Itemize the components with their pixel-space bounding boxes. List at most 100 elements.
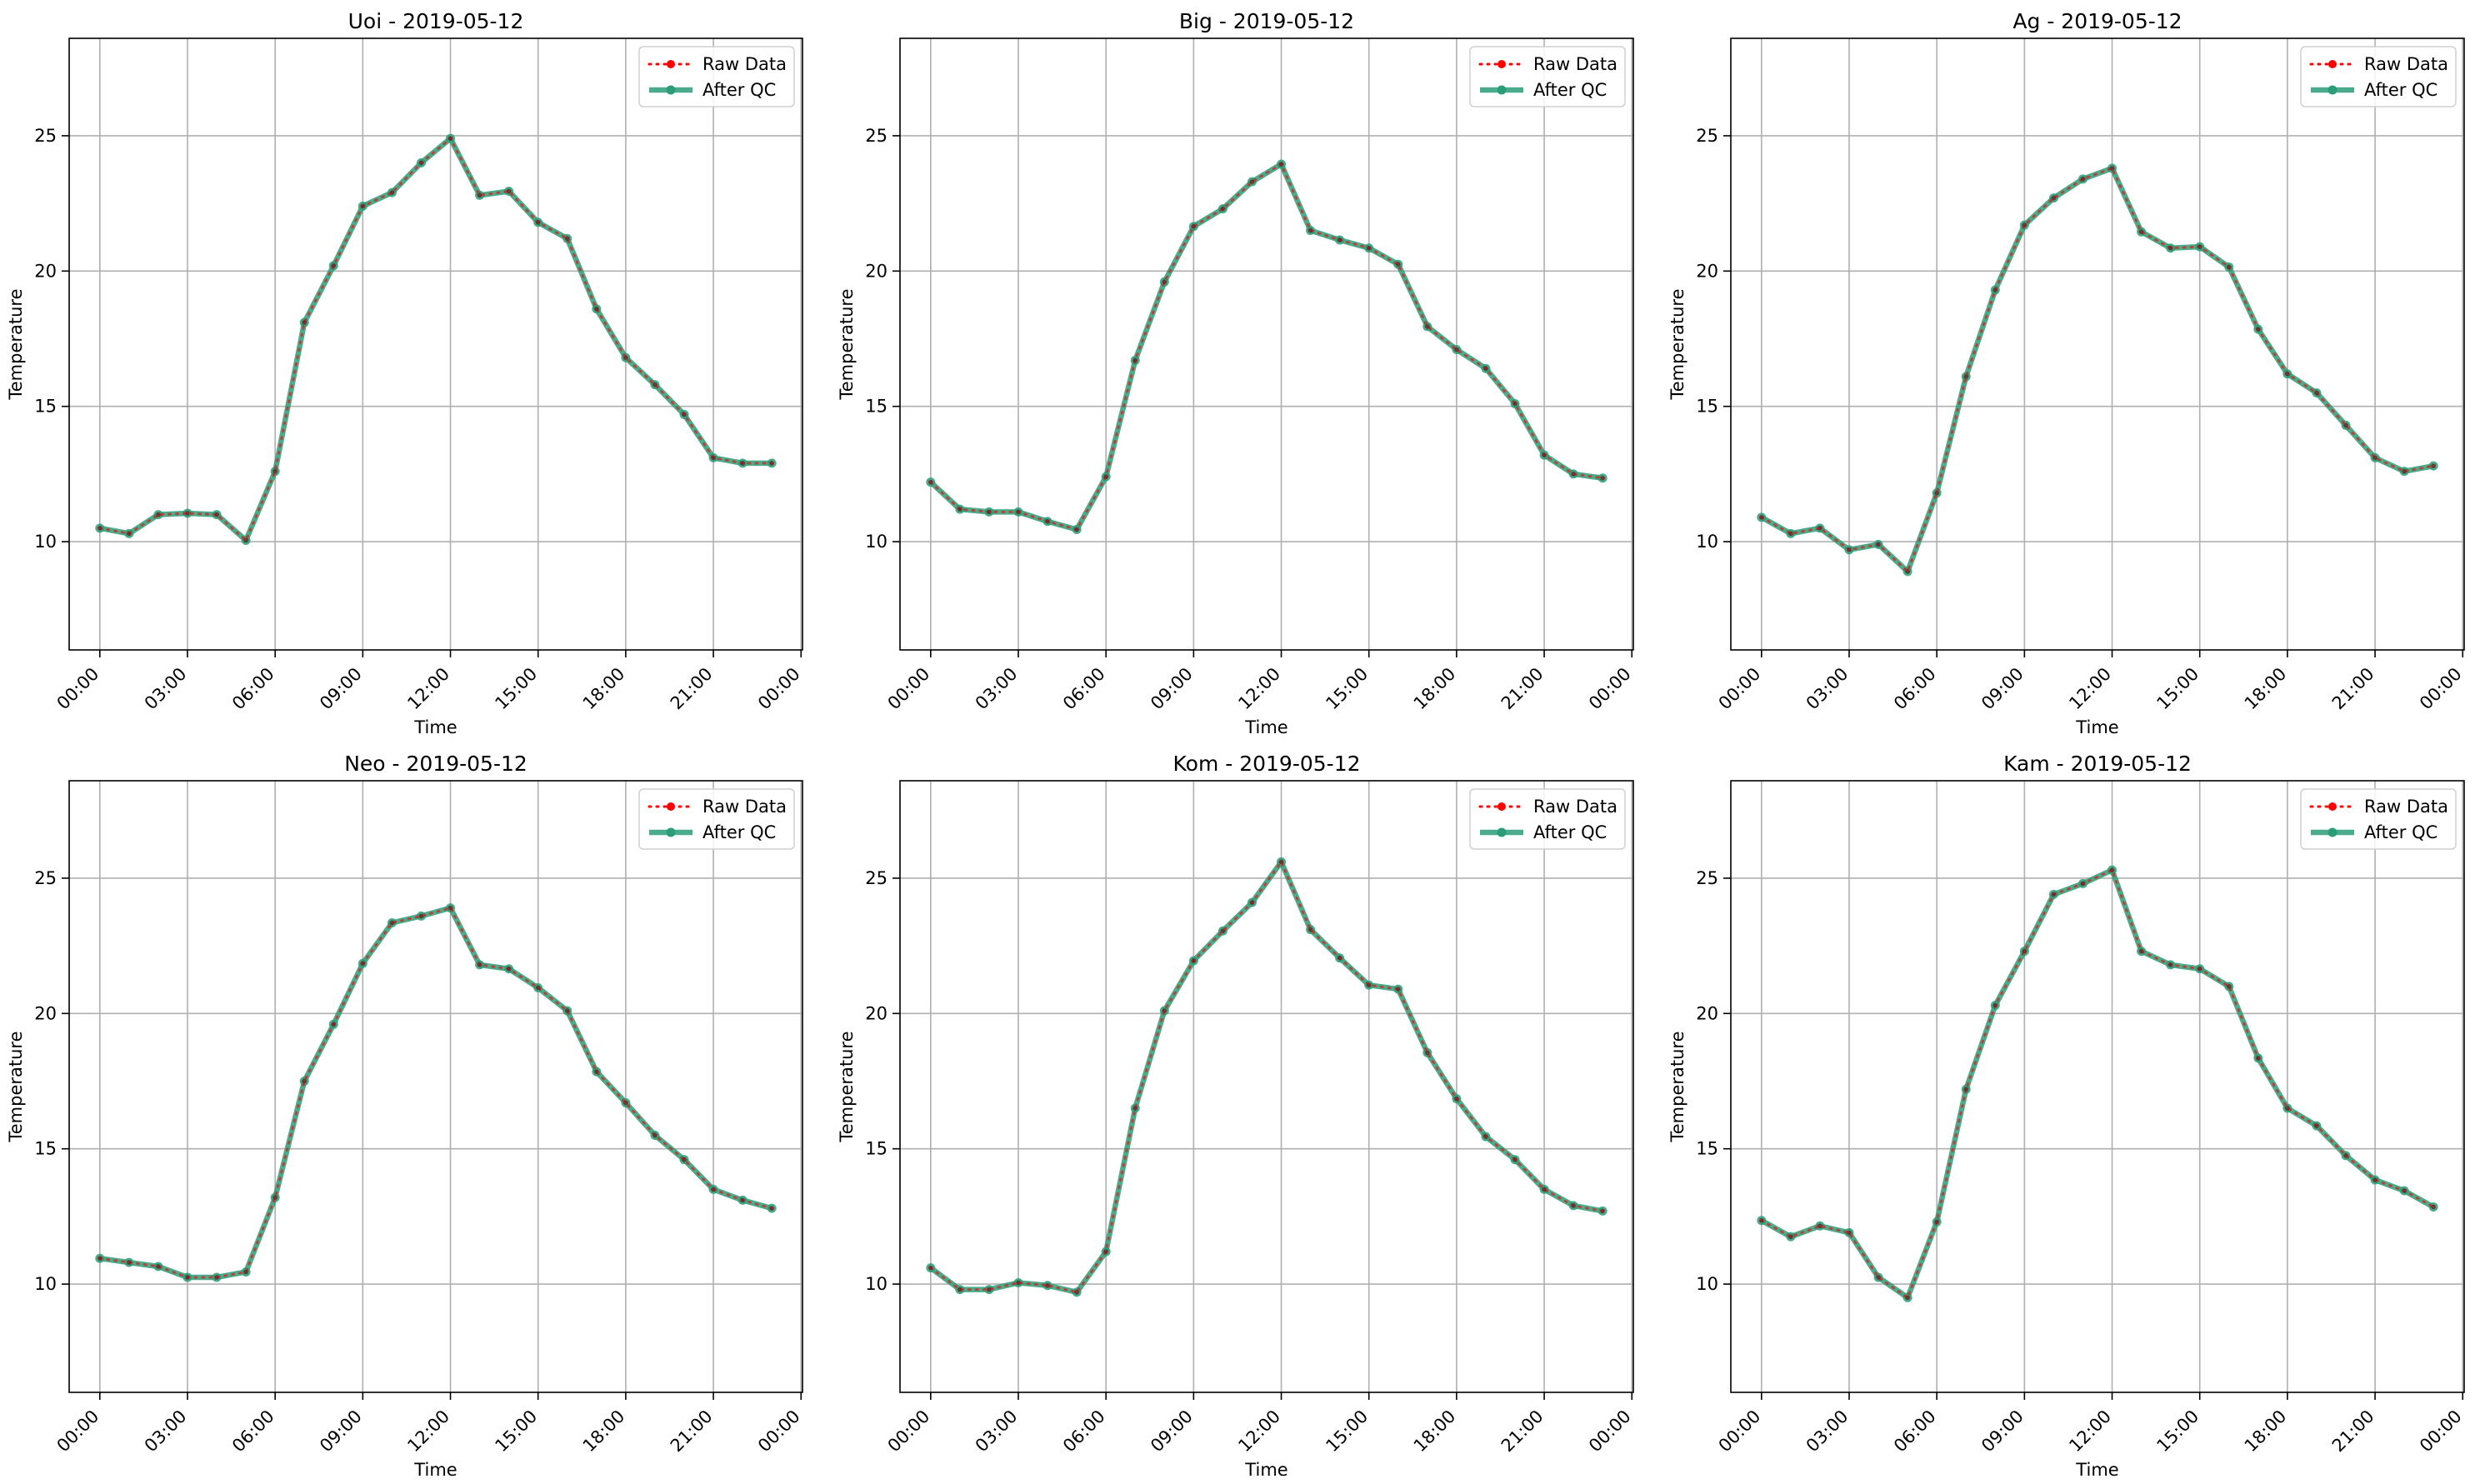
raw-data-point (2051, 195, 2057, 201)
x-tick-label: 00:00 (53, 664, 103, 714)
x-tick-label: 15:00 (491, 664, 541, 714)
raw-data-point (1788, 531, 1793, 537)
raw-data-point (1132, 1106, 1138, 1111)
raw-data-point (127, 531, 132, 537)
raw-data-point (2285, 371, 2290, 377)
legend-label-raw-data: Raw Data (702, 54, 787, 74)
raw-data-point (652, 382, 658, 387)
subplot-4: 00:00 03:00 06:00 09:00 12:00 15:00 18:00 21:00… (6, 752, 804, 1480)
raw-data-point (243, 537, 248, 543)
y-tick-label: 25 (34, 126, 57, 146)
x-tick-label: 09:00 (1978, 664, 2028, 714)
x-tick-label: 15:00 (491, 1407, 541, 1457)
x-tick-label: 00:00 (884, 1407, 934, 1457)
raw-data-point (1818, 1223, 1822, 1229)
x-tick-label: 06:00 (228, 1407, 278, 1457)
y-tick-label: 15 (1696, 397, 1718, 417)
raw-data-point (98, 1256, 102, 1262)
raw-data-point (1512, 1157, 1518, 1162)
raw-data-point (1103, 1249, 1108, 1254)
raw-data-point (1074, 1290, 1079, 1295)
raw-data-point (302, 1078, 308, 1084)
x-tick-label: 15:00 (2152, 664, 2202, 714)
subplot-3: 00:00 03:00 06:00 09:00 12:00 15:00 18:00 21:00… (1668, 9, 2466, 737)
x-tick-label: 06:00 (228, 664, 278, 714)
raw-data-point (272, 468, 278, 474)
legend: Raw Data After QC (2300, 788, 2457, 850)
series-line-raw-data (1760, 868, 2435, 1300)
x-tick-label: 15:00 (2152, 1407, 2202, 1457)
legend-marker-after-qc (2328, 827, 2338, 837)
legend: Raw Data After QC (1469, 46, 1626, 107)
raw-data-point (506, 188, 512, 194)
raw-data-point (1876, 542, 1881, 547)
subplot-title: Uoi - 2019-05-12 (348, 9, 524, 33)
x-tick-label: 09:00 (1147, 664, 1197, 714)
raw-data-point (740, 1197, 745, 1203)
raw-data-point (1308, 227, 1313, 233)
subplot-5: 00:00 03:00 06:00 09:00 12:00 15:00 18:00 21:00… (837, 752, 1635, 1480)
y-axis-label: Temperature (1668, 1031, 1688, 1142)
raw-data-point (1308, 927, 1313, 932)
legend: Raw Data After QC (638, 788, 795, 850)
y-tick-label: 15 (1696, 1139, 1718, 1159)
x-tick-label: 15:00 (1322, 1407, 1372, 1457)
x-tick-label: 18:00 (579, 1407, 629, 1457)
raw-data-point (1571, 472, 1576, 477)
raw-data-point (987, 509, 992, 515)
raw-data-point (418, 913, 424, 919)
raw-data-point (594, 306, 599, 312)
legend-marker-raw-data (2328, 802, 2337, 811)
x-tick-label: 12:00 (403, 664, 453, 714)
raw-data-point (535, 985, 541, 991)
series-line-after-qc (99, 135, 772, 543)
subplot-title: Kom - 2019-05-12 (1173, 752, 1361, 776)
raw-data-point (1016, 1280, 1021, 1286)
raw-data-point (1600, 1208, 1605, 1214)
raw-data-point (127, 1260, 132, 1265)
plot-area (900, 781, 1633, 1392)
y-tick-label: 25 (1696, 868, 1718, 888)
y-axis-label: Temperature (837, 1031, 857, 1142)
y-tick-label: 20 (865, 1003, 888, 1023)
raw-data-point (2138, 948, 2144, 954)
raw-data-point (2431, 463, 2436, 468)
y-tick-label: 20 (865, 261, 888, 281)
x-tick-label: 18:00 (2241, 1407, 2291, 1457)
x-tick-label: 09:00 (1978, 1407, 2028, 1457)
x-tick-label: 06:00 (1890, 664, 1940, 714)
x-tick-label: 21:00 (667, 1407, 717, 1457)
raw-data-point (2051, 892, 2057, 897)
x-tick-label: 18:00 (1410, 664, 1460, 714)
raw-data-point (594, 1069, 599, 1074)
raw-data-point (477, 962, 482, 967)
raw-data-point (1395, 262, 1401, 267)
raw-data-point (2402, 468, 2407, 474)
raw-data-point (2285, 1106, 2290, 1111)
raw-data-point (1425, 1050, 1430, 1056)
subplot-title: Big - 2019-05-12 (1179, 9, 1354, 33)
legend-label-after-qc: After QC (2364, 80, 2438, 100)
x-tick-label: 21:00 (2328, 1407, 2378, 1457)
x-tick-label: 09:00 (316, 1407, 366, 1457)
y-tick-label: 15 (34, 397, 57, 417)
x-tick-label: 12:00 (1234, 1407, 1284, 1457)
raw-data-point (1366, 245, 1372, 251)
raw-data-point (1191, 958, 1197, 963)
x-tick-label: 00:00 (1585, 1407, 1635, 1457)
raw-data-point (564, 1008, 570, 1013)
raw-data-point (1571, 1203, 1576, 1208)
legend-label-raw-data: Raw Data (2364, 797, 2448, 817)
raw-data-point (1045, 1282, 1050, 1288)
legend-marker-after-qc (666, 827, 676, 837)
raw-data-point (928, 1265, 933, 1271)
raw-data-point (1425, 324, 1430, 329)
y-tick-label: 25 (865, 126, 888, 146)
y-tick-label: 15 (865, 1139, 888, 1159)
raw-data-point (1542, 452, 1547, 457)
raw-data-point (418, 160, 424, 166)
subplot-title: Ag - 2019-05-12 (2012, 9, 2182, 33)
raw-data-point (272, 1195, 278, 1200)
raw-data-point (2372, 1177, 2378, 1182)
raw-data-point (2402, 1188, 2407, 1193)
